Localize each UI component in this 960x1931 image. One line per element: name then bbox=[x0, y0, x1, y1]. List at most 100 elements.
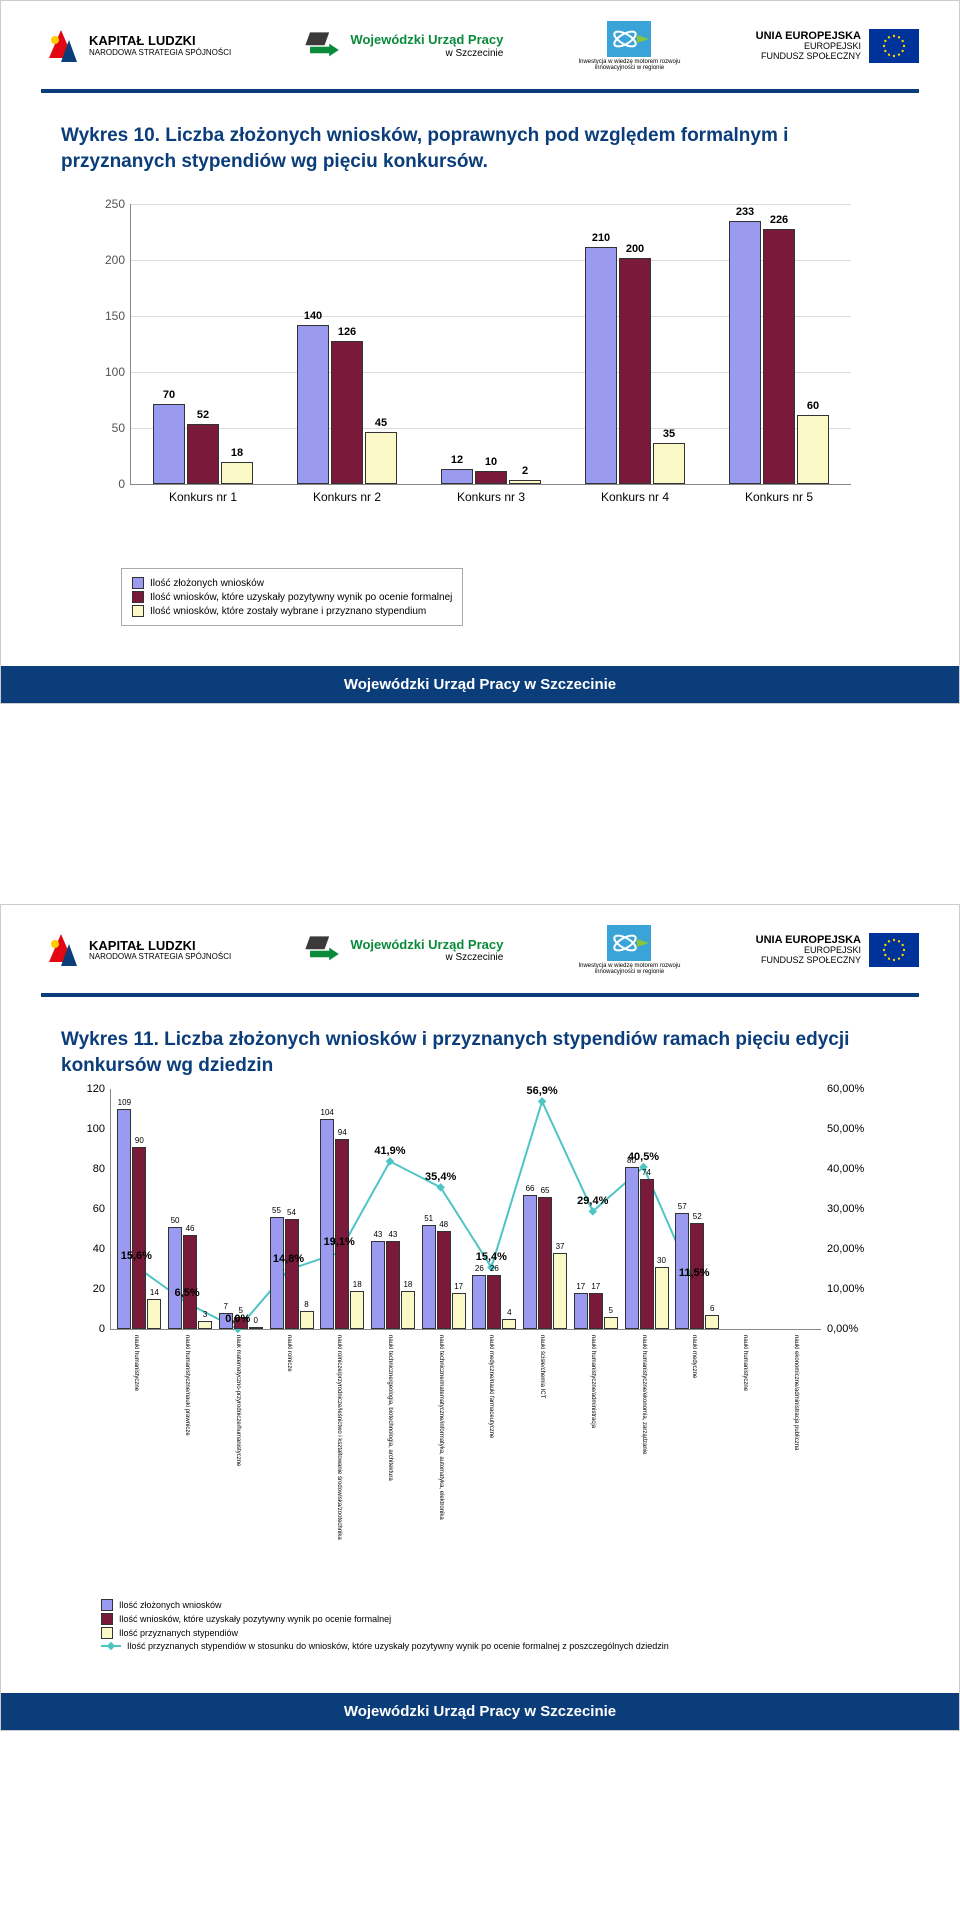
invest-icon bbox=[607, 21, 651, 57]
legend-label: Ilość wniosków, które uzyskały pozytywny… bbox=[119, 1614, 391, 1624]
legend-label: Ilość wniosków, które zostały wybrane i … bbox=[150, 606, 426, 617]
eu-logo: UNIA EUROPEJSKA EUROPEJSKI FUNDUSZ SPOŁE… bbox=[756, 29, 919, 63]
bar: 5 bbox=[604, 1317, 618, 1329]
percent-label: 6,5% bbox=[175, 1287, 200, 1299]
x-axis-label: Konkurs nr 4 bbox=[575, 484, 695, 504]
eu-flag-icon bbox=[869, 29, 919, 63]
bar-value-label: 233 bbox=[736, 206, 754, 218]
x-axis-label: nauki techniczne/matematyczne/informatyk… bbox=[438, 1335, 444, 1520]
bar: 60 bbox=[797, 415, 829, 484]
y-axis-label: 50 bbox=[112, 421, 131, 435]
bar-value-label: 6 bbox=[710, 1304, 714, 1313]
bar-value-label: 18 bbox=[403, 1280, 412, 1289]
y-axis-right-label: 0,00% bbox=[821, 1323, 858, 1335]
bar-group: 514817 bbox=[420, 1225, 468, 1329]
bar: 226 bbox=[763, 229, 795, 484]
legend-item: Ilość złożonych wniosków bbox=[132, 577, 452, 589]
percent-label: 29,4% bbox=[577, 1195, 608, 1207]
bar-value-label: 26 bbox=[490, 1264, 499, 1273]
bar-group: 1099014 bbox=[115, 1109, 163, 1329]
legend-item: Ilość złożonych wniosków bbox=[101, 1599, 899, 1611]
bar: 126 bbox=[331, 341, 363, 484]
legend-swatch bbox=[101, 1599, 113, 1611]
legend-swatch bbox=[101, 1613, 113, 1625]
y-axis-left-label: 80 bbox=[93, 1163, 111, 1175]
x-axis-label: nauki techniczne/geologia, biotechnologi… bbox=[387, 1335, 393, 1481]
percent-label: 40,5% bbox=[628, 1151, 659, 1163]
bar: 54 bbox=[285, 1219, 299, 1329]
x-axis-label: nauki ekonomiczne/administracja publiczn… bbox=[793, 1335, 799, 1450]
y-axis-label: 200 bbox=[105, 253, 131, 267]
bar: 70 bbox=[153, 404, 185, 484]
bar-value-label: 46 bbox=[186, 1224, 195, 1233]
bar-group: 807430 bbox=[623, 1167, 671, 1329]
y-axis-left-label: 120 bbox=[87, 1083, 111, 1095]
bar: 104 bbox=[320, 1119, 334, 1329]
bar: 17 bbox=[452, 1293, 466, 1329]
kapital-icon bbox=[41, 930, 81, 970]
percent-label: 35,4% bbox=[425, 1171, 456, 1183]
bar-group: 12102 bbox=[431, 469, 551, 484]
x-axis-label: nauki humanistyczne/nauki prawnicze bbox=[184, 1335, 190, 1436]
bar-group: 50463 bbox=[166, 1227, 214, 1329]
y-axis-label: 100 bbox=[105, 365, 131, 379]
y-axis-label: 250 bbox=[105, 197, 131, 211]
legend-item: Ilość wniosków, które zostały wybrane i … bbox=[132, 605, 452, 617]
legend-swatch bbox=[132, 591, 144, 603]
bar-value-label: 210 bbox=[592, 232, 610, 244]
bar: 18 bbox=[350, 1291, 364, 1329]
y-axis-label: 0 bbox=[118, 477, 131, 491]
slide-1: KAPITAŁ LUDZKI NARODOWA STRATEGIA SPÓJNO… bbox=[0, 0, 960, 704]
bar: 6 bbox=[705, 1315, 719, 1329]
bar-value-label: 30 bbox=[657, 1256, 666, 1265]
chart1-legend: Ilość złożonych wniosków Ilość wniosków, … bbox=[121, 568, 463, 626]
bar-group: 705218 bbox=[143, 404, 263, 484]
bar-group: 21020035 bbox=[575, 247, 695, 484]
bar-group: 17175 bbox=[572, 1293, 620, 1329]
legend-item: Ilość wniosków, które uzyskały pozytywny… bbox=[101, 1613, 899, 1625]
legend-label: Ilość wniosków, które uzyskały pozytywny… bbox=[150, 592, 452, 603]
bar: 3 bbox=[198, 1321, 212, 1329]
bar: 66 bbox=[523, 1195, 537, 1329]
chart1-area: 050100150200250705218Konkurs nr 11401264… bbox=[1, 184, 959, 646]
bar: 17 bbox=[574, 1293, 588, 1329]
bar: 45 bbox=[365, 432, 397, 484]
bar-value-label: 140 bbox=[304, 310, 322, 322]
x-axis-label: nauki medyczne/nauki farmaceutyczne bbox=[488, 1335, 494, 1438]
y-axis-left-label: 0 bbox=[99, 1323, 111, 1335]
legend-item: Ilość przyznanych stypendiów bbox=[101, 1627, 899, 1639]
y-axis-right-label: 10,00% bbox=[821, 1283, 864, 1295]
bar-value-label: 226 bbox=[770, 214, 788, 226]
legend-swatch bbox=[101, 1627, 113, 1639]
percent-label: 41,9% bbox=[374, 1145, 405, 1157]
header: KAPITAŁ LUDZKI NARODOWA STRATEGIA SPÓJNO… bbox=[1, 1, 959, 81]
bar-value-label: 2 bbox=[522, 465, 528, 477]
bar-value-label: 57 bbox=[678, 1202, 687, 1211]
bar-value-label: 104 bbox=[321, 1108, 334, 1117]
bar-value-label: 74 bbox=[642, 1168, 651, 1177]
bar: 233 bbox=[729, 221, 761, 484]
x-axis-label: Konkurs nr 3 bbox=[431, 484, 551, 504]
bar-value-label: 60 bbox=[807, 400, 819, 412]
legend-item: Ilość przyznanych stypendiów w stosunku … bbox=[101, 1641, 899, 1651]
bar-value-label: 18 bbox=[231, 447, 243, 459]
legend-label: Ilość złożonych wniosków bbox=[119, 1600, 222, 1610]
bar: 90 bbox=[132, 1147, 146, 1329]
chart2: 0204060801001200,00%10,00%20,00%30,00%40… bbox=[70, 1079, 890, 1459]
bar-value-label: 17 bbox=[454, 1282, 463, 1291]
legend-label: Ilość przyznanych stypendiów bbox=[119, 1628, 238, 1638]
bar-value-label: 109 bbox=[118, 1098, 131, 1107]
bar: 18 bbox=[221, 462, 253, 484]
bar-value-label: 5 bbox=[609, 1306, 613, 1315]
percent-label: 14,8% bbox=[273, 1253, 304, 1265]
x-axis-label: nauki rolnicze bbox=[286, 1335, 292, 1372]
invest-logo: Inwestycja w wiedzę motorem rozwoju inno… bbox=[574, 925, 684, 975]
chart2-legend: Ilość złożonych wniosków Ilość wniosków, … bbox=[101, 1599, 899, 1651]
bar-value-label: 45 bbox=[375, 417, 387, 429]
invest-sub: Inwestycja w wiedzę motorem rozwoju inno… bbox=[574, 963, 684, 975]
bar: 10 bbox=[475, 471, 507, 484]
legend-line-swatch bbox=[101, 1645, 121, 1647]
legend-item: Ilość wniosków, które uzyskały pozytywny… bbox=[132, 591, 452, 603]
bar-value-label: 18 bbox=[353, 1280, 362, 1289]
percent-label: 15,6% bbox=[121, 1250, 152, 1262]
